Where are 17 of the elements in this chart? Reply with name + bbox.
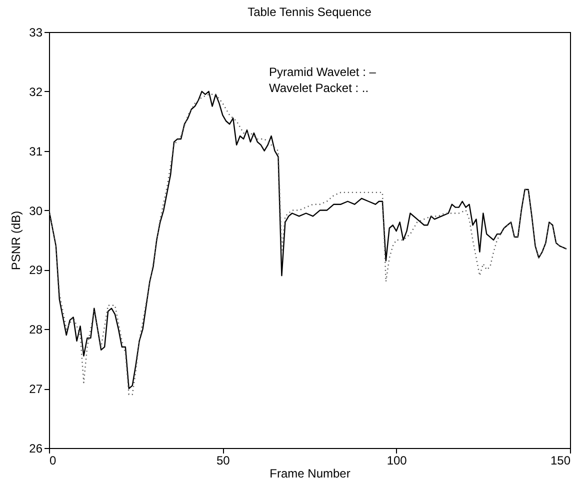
- x-tick-label: 150: [550, 454, 571, 468]
- y-tick-label: 29: [29, 263, 43, 278]
- annotation: Wavelet Packet : ..: [269, 81, 369, 95]
- y-axis-title: PSNR (dB): [9, 210, 24, 270]
- y-tick-label: 28: [29, 322, 43, 337]
- x-tick-label: 0: [50, 454, 56, 468]
- chart-title: Table Tennis Sequence: [248, 5, 372, 19]
- y-tick-label: 32: [29, 84, 43, 99]
- y-tick-label: 27: [29, 382, 43, 396]
- x-axis-title: Frame Number: [270, 466, 350, 480]
- y-tick-label: 31: [29, 144, 43, 158]
- y-tick-label: 26: [29, 442, 43, 456]
- y-tick-label: 33: [29, 26, 43, 40]
- x-tick-label: 100: [386, 454, 408, 468]
- annotation: Pyramid Wavelet : –: [269, 65, 376, 79]
- x-tick-label: 50: [216, 454, 230, 468]
- y-tick-label: 30: [29, 204, 43, 218]
